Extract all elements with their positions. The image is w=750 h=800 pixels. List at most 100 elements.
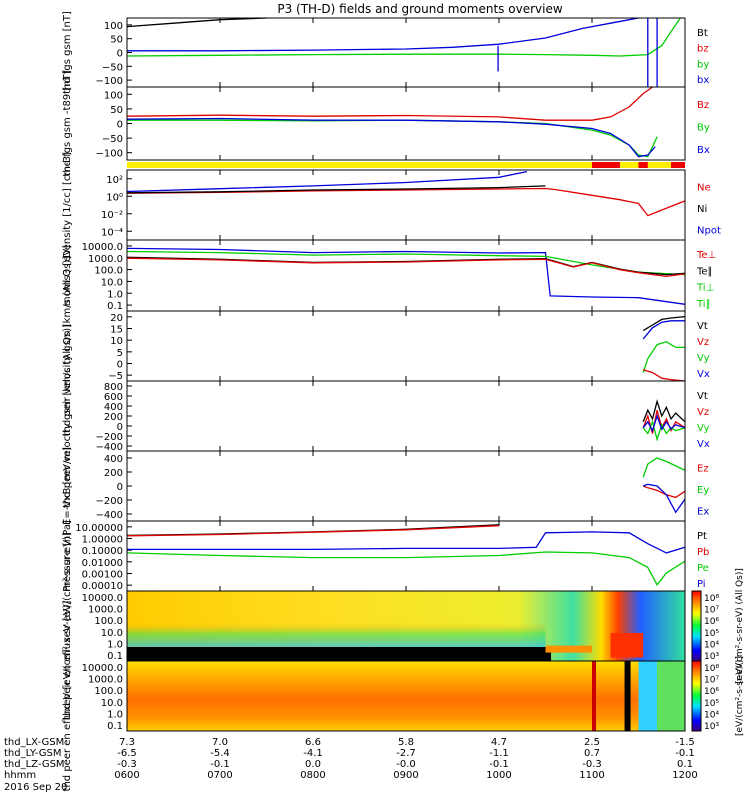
mode-bar xyxy=(127,162,685,168)
panel-2-ytick: 10² xyxy=(106,175,123,186)
panel-8-ytick: 1.0 xyxy=(107,640,123,651)
panel-0-legend-1: bz xyxy=(697,44,709,55)
panel-5-ytick: −200 xyxy=(96,432,123,443)
panel-8-spectrogram-patch xyxy=(545,645,592,653)
panel-4-ytick: 10 xyxy=(110,336,123,347)
panel-9-ytick: 10000.0 xyxy=(82,663,123,674)
panel-8-ytick: 1000.0 xyxy=(88,605,123,616)
panel-7-series-Pt xyxy=(126,524,500,537)
footer-cell: -1.1 xyxy=(489,748,509,759)
panel-4-series-Vx xyxy=(642,320,685,340)
panel-2-series-Ni xyxy=(126,185,546,194)
panel-9-spectrogram xyxy=(127,661,685,731)
panel-9-spectrogram-gap xyxy=(624,661,631,731)
panel-9-colorbar-tick: 10⁸ xyxy=(704,664,719,674)
panel-5-ytick: 800 xyxy=(104,382,123,393)
panel-4-legend-3: Vx xyxy=(697,369,710,380)
mode-bar-fast xyxy=(592,162,620,168)
panel-1-ylabel: thd fgs gsm -t89 [nT] xyxy=(62,70,73,176)
panel-9-ytick: 10.0 xyxy=(101,698,123,709)
panel-4-legend-0: Vt xyxy=(697,321,708,332)
mode-bar-fast-3 xyxy=(671,162,685,168)
panel-0-ytick: −100 xyxy=(96,76,123,87)
panel-2-legend-2: Npot xyxy=(697,225,721,236)
footer-cell: -0.0 xyxy=(396,759,416,770)
panel-4-ytick: 15 xyxy=(110,325,123,336)
panel-1-ytick: −50 xyxy=(102,134,123,145)
footer-cell: 4.7 xyxy=(491,737,507,748)
panel-9-ytick: 100.0 xyxy=(94,686,123,697)
panel-0-legend-3: bx xyxy=(697,75,709,86)
panel-9: thd peer en efluxeV [eV/(cm²-s-sr-eV)] 10… xyxy=(62,600,745,791)
panel-8-ytick: 10000.0 xyxy=(82,593,123,604)
footer-cell: 7.3 xyxy=(119,737,135,748)
footer-cell: -0.3 xyxy=(582,759,602,770)
panel-3-ytick: 1.0 xyxy=(107,289,123,300)
panel-9-colorbar-label: [eV/(cm²-s-sr-eV)] xyxy=(735,656,745,736)
panel-2-ytick: 10⁻² xyxy=(101,210,123,221)
footer-row-label-0: thd_LX-GSM xyxy=(4,737,64,748)
panel-9-ytick: 1.0 xyxy=(107,710,123,721)
panel-3-ytick: 10.0 xyxy=(101,277,123,288)
panel-1-legend-2: Bx xyxy=(697,145,710,156)
panel-7-ytick: 0.00010 xyxy=(82,581,123,592)
panel-8: thd peir en efluxeV [eV/(cm²-s-sr-eV)] 10… xyxy=(62,532,745,720)
panel-0-series-bx xyxy=(127,17,639,52)
panel-6-legend-0: Ez xyxy=(697,464,709,475)
panel-4-series-Vt xyxy=(642,315,686,332)
panel-6: E=-VxB [mV/m] 400 200 0 −200 −400 Ez Ey Ex xyxy=(62,447,709,525)
panel-8-colorbar-tick: 10⁷ xyxy=(704,606,719,616)
footer-cell: -2.7 xyxy=(396,748,416,759)
footer-cell: -1.5 xyxy=(675,737,695,748)
panel-1-series-Bx xyxy=(126,117,656,158)
footer-cell: -0.3 xyxy=(117,759,137,770)
panel-7-ytick: 0.01000 xyxy=(82,558,123,569)
panel-8-colorbar-tick: 10⁶ xyxy=(704,617,719,627)
panel-0-legend-2: by xyxy=(697,59,709,70)
panel-3: moms3 [eV] 10000.01000.0100.010.01.00.1 Te… xyxy=(62,239,716,312)
panel-3-ytick: 1000.0 xyxy=(88,254,123,265)
panel-6-ytick: −400 xyxy=(96,510,123,521)
footer-cell: -0.1 xyxy=(210,759,230,770)
panel-6-legend-1: Ey xyxy=(697,485,709,496)
panel-8-ytick: 0.1 xyxy=(107,651,123,662)
panel-4-ytick: 0 xyxy=(117,360,123,371)
panel-8-colorbar-tick: 10⁸ xyxy=(704,594,719,604)
panel-3-series-Ti∥ xyxy=(126,250,686,276)
panel-2-legend-1: Ni xyxy=(697,204,707,215)
panel-3-series-Ti⊥ xyxy=(126,247,686,305)
panel-7: Pressure [nPa] 10.000001.000000.100000.01… xyxy=(62,520,709,592)
panel-9-spectrogram-hot xyxy=(638,661,658,731)
footer-cell: 0.0 xyxy=(305,759,321,770)
panel-8-spectrogram-band xyxy=(127,622,546,647)
footer-cell: -6.5 xyxy=(117,748,137,759)
panel-7-series-Pi xyxy=(127,531,686,554)
panel-3-series-Te⊥ xyxy=(126,257,686,278)
panel-0-ytick: −50 xyxy=(102,62,123,73)
panel-4-ytick: 5 xyxy=(117,348,123,359)
footer-cell: 1200 xyxy=(672,770,697,781)
panel-8-colorbar-tick: 10³ xyxy=(704,652,719,662)
panel-3-legend-2: Ti⊥ xyxy=(696,283,714,294)
panel-6-frame xyxy=(126,450,686,522)
panel-3-ylabel: moms3 [eV] xyxy=(62,245,73,306)
panel-3-ytick: 0.1 xyxy=(107,301,123,312)
footer-cell: 0800 xyxy=(300,770,325,781)
footer-cell: 7.0 xyxy=(212,737,228,748)
panel-6-ytick: 200 xyxy=(104,468,123,479)
panel-7-legend-3: Pi xyxy=(697,579,706,590)
panel-6-ytick: 400 xyxy=(104,454,123,465)
panel-9-frame xyxy=(126,660,686,732)
panel-4-ytick: −5 xyxy=(108,371,123,382)
panel-4-series-Vz xyxy=(643,369,686,382)
footer-cell: 0700 xyxy=(207,770,232,781)
panel-5-series-Vt xyxy=(642,399,686,423)
panel-5-legend-1: Vz xyxy=(697,407,709,418)
panel-8-colorbar-tick: 10⁵ xyxy=(704,629,719,639)
panel-5: thd peer velocity gsm [km/s (All Qs)] 800… xyxy=(62,324,710,508)
panel-0-legend-0: Bt xyxy=(697,28,708,39)
panel-1-ytick: 0 xyxy=(117,120,123,131)
panel-3-frame xyxy=(126,239,686,312)
